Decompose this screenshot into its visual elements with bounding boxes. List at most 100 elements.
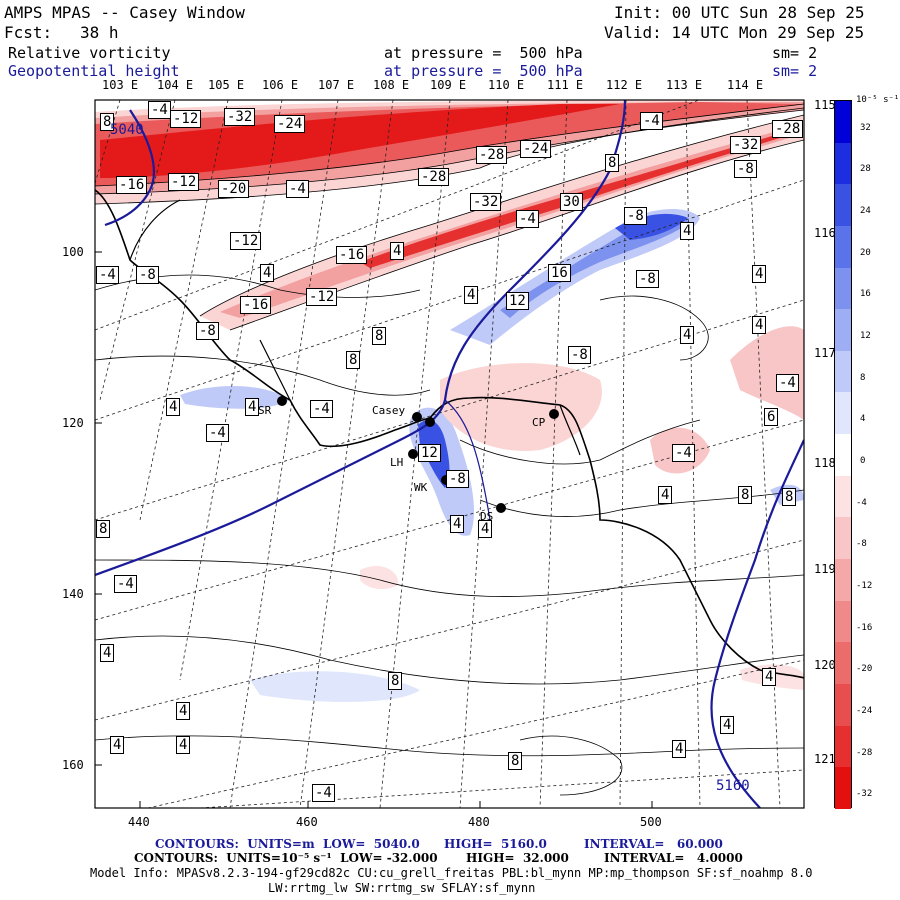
plot-title: AMPS MPAS -- Casey Window (4, 3, 245, 22)
colorbar-swatch (835, 267, 851, 310)
contour-value-label: 4 (762, 668, 777, 686)
map-frame (94, 99, 805, 809)
contour-value-label: 4 (752, 316, 767, 334)
contour-value-label: 12 (418, 444, 441, 462)
contour-value-label: 4 (752, 265, 767, 283)
y-axis-ticks (95, 251, 653, 808)
contour-value-label: -4 (776, 374, 799, 392)
field1-level: at pressure = 500 hPa (384, 44, 583, 62)
colorbar-swatch (835, 642, 851, 684)
colorbar-swatch (835, 225, 851, 268)
contour-value-label: 8 (605, 154, 620, 172)
colorbar-units: 10⁻⁵ s⁻¹ (856, 95, 900, 105)
colorbar-level-label: 16 (860, 289, 871, 300)
vorticity-shade (440, 363, 602, 451)
field1-name: Relative vorticity (8, 44, 171, 62)
colorbar-swatch (835, 350, 851, 393)
contour-value-label: 30 (560, 193, 583, 211)
lon-label: 111 E (547, 78, 584, 92)
contour-value-label: -32 (470, 193, 502, 211)
x-tick-label: 460 (296, 815, 318, 829)
contour-value-label: -8 (196, 322, 219, 340)
contour-value-label: 4 (260, 264, 275, 282)
contour-value-label: -8 (568, 346, 591, 364)
y-tick-label: 140 (62, 587, 84, 601)
contour-value-label: 8 (96, 520, 111, 538)
coastline (95, 189, 804, 679)
contour-value-label: 8 (738, 486, 753, 504)
station-marker (277, 396, 287, 406)
colorbar-swatch (835, 600, 851, 643)
colorbar-level-label: -32 (856, 789, 873, 800)
forecast-hour: 38 h (80, 23, 119, 42)
contour-value-label: -4 (640, 112, 663, 130)
x-tick-label: 500 (640, 815, 662, 829)
station-label: LH (390, 456, 404, 469)
lon-label: 112 E (606, 78, 643, 92)
contour-value-label: -4 (148, 101, 171, 119)
footer-vort-contours: CONTOURS: UNITS=10⁻⁵ s⁻¹ LOW= -32.000 (134, 851, 438, 865)
contour-value-label: -4 (672, 444, 695, 462)
colorbar-swatch (835, 184, 851, 226)
footer-height-interval: INTERVAL= 60.000 (584, 837, 723, 851)
contour-value-label: 4 (680, 222, 695, 240)
vorticity-shade (730, 326, 804, 420)
station-marker (408, 449, 418, 459)
colorbar-swatch (835, 683, 851, 726)
height-contour-branch (444, 399, 491, 521)
footer-vort-high: HIGH= 32.000 (466, 851, 569, 865)
colorbar-level-label: 4 (860, 414, 866, 425)
contour-value-label: -12 (168, 173, 200, 191)
field2-smoothing: sm= 2 (772, 62, 818, 80)
contour-value-label: 4 (166, 398, 181, 416)
y-tick-label: 100 (62, 245, 84, 259)
contour-value-label: 4 (658, 486, 673, 504)
init-time: Init: 00 UTC Sun 28 Sep 25 (614, 3, 865, 22)
contour-value-label: 6 (764, 408, 779, 426)
colorbar-level-label: -16 (856, 622, 873, 633)
colorbar-swatch (835, 309, 851, 351)
station-label: CP (532, 416, 546, 429)
contour-value-label: -28 (418, 168, 450, 186)
contour-value-label: -4 (96, 266, 119, 284)
model-info-2: LW:rrtmg_lw SW:rrtmg_sw SFLAY:sf_mynn (268, 881, 536, 895)
colorbar-level-label: 0 (860, 456, 866, 466)
colorbar-level-label: -24 (856, 705, 873, 716)
contour-value-label: -12 (170, 110, 202, 128)
coastline (129, 199, 581, 456)
contour-value-label: -4 (114, 575, 137, 593)
colorbar-swatch (835, 725, 851, 768)
station-label: SR (258, 404, 272, 417)
lon-label: 114 E (727, 78, 764, 92)
colorbar-swatch (835, 559, 851, 601)
height-label: 5160 (716, 778, 750, 794)
contour-value-label: -16 (240, 296, 272, 314)
contour-value-label: -8 (636, 270, 659, 288)
contour-value-label: 4 (478, 520, 493, 538)
vorticity-shade (500, 218, 690, 318)
x-tick-label: 440 (128, 815, 150, 829)
contour-value-label: -24 (274, 115, 306, 133)
station-marker (496, 503, 506, 513)
contour-value-label: -4 (310, 400, 333, 418)
station-marker (412, 412, 422, 422)
contour-value-label: -8 (734, 160, 757, 178)
vorticity-shade (180, 385, 290, 409)
contour-value-label: 4 (672, 740, 687, 758)
vorticity-shade (360, 565, 399, 590)
contour-value-label: -4 (206, 424, 229, 442)
station-marker (549, 409, 559, 419)
contour-value-label: 8 (782, 488, 797, 506)
vorticity-shade (100, 104, 620, 178)
colorbar-level-label: 8 (860, 372, 866, 383)
vorticity-shade (250, 671, 420, 702)
lon-label: 110 E (488, 78, 525, 92)
footer-vort-interval: INTERVAL= 4.0000 (604, 851, 743, 865)
lon-label: 106 E (262, 78, 299, 92)
contour-value-label: 4 (100, 644, 115, 662)
colorbar-swatch (835, 517, 851, 560)
colorbar-swatch (835, 142, 851, 185)
valid-time: Valid: 14 UTC Mon 29 Sep 25 (604, 23, 865, 42)
colorbar-level-label: 20 (860, 247, 871, 258)
contour-value-label: 8 (372, 327, 387, 345)
